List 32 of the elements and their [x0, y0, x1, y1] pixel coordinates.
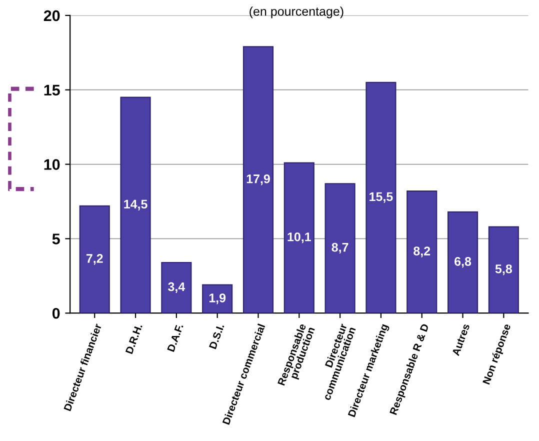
bar	[488, 226, 519, 314]
bar	[406, 190, 438, 314]
x-tick-label: D.R.H.	[125, 324, 142, 354]
data-label: 8,7	[332, 242, 348, 254]
bar	[120, 96, 151, 314]
data-label: 10,1	[288, 232, 311, 244]
data-label: 3,4	[168, 282, 186, 293]
y-tick-label: 20	[44, 10, 60, 22]
bar	[284, 162, 314, 314]
data-label: 8,2	[414, 246, 430, 258]
data-label: 15,5	[370, 192, 393, 203]
data-label: 6,8	[454, 257, 472, 268]
x-tick-label: D.A.F.	[167, 324, 184, 352]
data-label: 1,9	[209, 293, 226, 304]
bar	[79, 205, 110, 314]
bar	[447, 211, 478, 314]
data-label: 7,2	[86, 254, 103, 265]
data-label: 17,9	[246, 174, 270, 186]
y-tick-label: 0	[52, 308, 60, 319]
bar	[324, 183, 356, 314]
bar	[161, 262, 192, 314]
bar	[366, 82, 396, 314]
y-tick-label: 10	[44, 159, 60, 170]
bar	[242, 46, 274, 314]
chart-subtitle: (en pourcentage)	[250, 6, 344, 18]
y-tick-label: 5	[52, 234, 60, 244]
data-label: 14,5	[124, 200, 148, 210]
x-tick-label: D.S.I.	[208, 324, 224, 350]
x-tick-label: Autres	[452, 323, 470, 356]
bar	[202, 284, 233, 314]
y-tick-label: 15	[44, 84, 60, 96]
data-label: 5,8	[495, 264, 512, 276]
